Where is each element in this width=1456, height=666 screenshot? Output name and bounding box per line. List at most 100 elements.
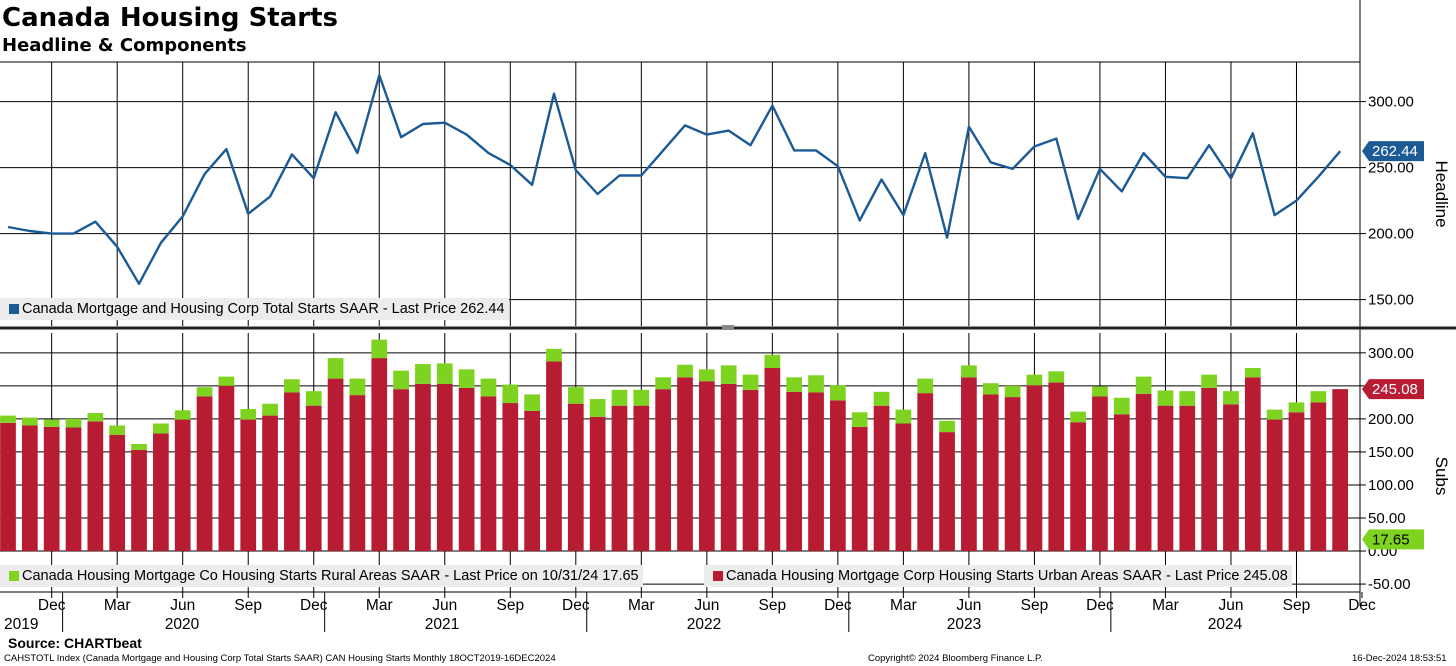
urban-bar [1179,405,1196,552]
rural-bar [1070,411,1086,423]
urban-legend-text: Canada Housing Mortgage Corp Housing Sta… [726,568,1288,584]
rural-last-price-tag-text: 17.65 [1372,531,1410,548]
headline-last-price-tag: 262.44 [1362,141,1424,162]
x-month-label: Dec [1086,597,1114,614]
headline-y-tick-label: 200.00 [1368,226,1414,243]
chart-title: Canada Housing Starts [2,3,339,33]
urban-bar [65,427,82,552]
urban-bar [1004,397,1021,552]
chart-subtitle: Headline & Components [2,35,247,56]
urban-bar [786,391,803,552]
urban-bar [677,377,693,552]
urban-bar [830,400,846,552]
subs-axis-title: Subs [1432,457,1451,496]
urban-legend: Canada Housing Mortgage Corp Housing Sta… [704,565,1292,587]
urban-bar [458,387,475,552]
headline-series-line [7,73,1342,285]
urban-bar [1332,389,1349,552]
headline-legend: Canada Mortgage and Housing Corp Total S… [0,298,509,320]
x-month-label: Dec [38,597,66,614]
rural-bar [1179,391,1196,406]
rural-bar [1092,386,1108,397]
urban-bar [546,361,562,552]
x-month-label: Sep [1021,597,1049,614]
x-year-label: 2021 [425,616,459,633]
rural-bar [655,377,672,390]
urban-bar [1310,402,1327,552]
urban-bar [174,419,191,552]
rural-bar [611,389,628,406]
rural-bar [1288,402,1305,413]
rural-bar [742,374,759,390]
rural-bar [1026,374,1043,386]
rural-bar [480,378,497,397]
urban-bar [939,432,955,552]
urban-last-price-tag-text: 245.08 [1372,381,1418,398]
subs-y-tick-label: 50.00 [1368,510,1406,527]
x-month-label: Mar [104,597,131,614]
urban-bar [393,389,409,552]
timestamp-footnote: 16-Dec-2024 18:53:51 [1352,653,1447,664]
rural-bar [1135,376,1152,394]
urban-bar [0,422,16,552]
urban-bar [327,378,344,552]
urban-bar [1026,385,1043,552]
urban-bar [371,358,388,552]
rural-bar [262,403,278,416]
x-year-label: 2023 [947,616,981,633]
urban-bar [611,405,628,552]
x-month-label: Sep [1283,597,1311,614]
rural-bar [764,354,781,369]
x-month-label: Jun [170,597,195,614]
urban-bar [196,396,213,552]
urban-bar [895,423,912,552]
subs-y-tick-label: 100.00 [1368,477,1414,494]
x-month-label: Dec [562,597,590,614]
urban-last-price-tag-shape [1362,379,1424,400]
rural-bar [87,412,104,422]
urban-bar [87,421,104,552]
subs-y-tick-label: -50.00 [1368,576,1411,593]
rural-bar [524,394,540,411]
rural-bar [720,365,737,384]
index-footnote: CAHSTOTL Index (Canada Mortgage and Hous… [4,653,556,664]
x-month-label: Jun [1218,597,1243,614]
rural-bar [786,377,803,392]
rural-last-price-tag-shape [1362,529,1424,550]
rural-bar [982,383,999,395]
urban-bar [1266,419,1283,552]
subs-y-tick-label: 200.00 [1368,411,1414,428]
headline-last-price-tag-text: 262.44 [1372,143,1418,160]
urban-last-price-tag: 245.08 [1362,379,1424,400]
rural-bar [415,364,431,384]
rural-bar [65,418,82,428]
x-month-label: Sep [234,597,262,614]
x-year-label: 2024 [1208,616,1243,633]
rural-last-price-tag: 17.65 [1362,529,1424,550]
rural-bar [873,391,890,406]
rural-bar [1048,371,1065,383]
headline-last-price-tag-shape [1362,141,1424,162]
rural-bar [305,391,322,406]
x-month-label: Mar [628,597,655,614]
urban-bar [21,425,38,552]
x-year-label: 2020 [165,616,200,633]
rural-bar [1157,390,1174,406]
rural-bar [677,364,693,378]
rural-bar [218,376,235,386]
x-month-label: Dec [824,597,852,614]
rural-bar [1004,385,1021,398]
rural-bar [546,348,562,362]
x-month-label: Mar [1152,597,1179,614]
rural-bar [196,387,213,397]
headline-axis-title: Headline [1432,160,1451,227]
rural-bar [939,420,955,433]
panel-divider-handle [722,325,734,330]
rural-bar [1113,397,1130,415]
headline-y-tick-label: 300.00 [1368,94,1414,111]
urban-bar [524,410,540,552]
urban-bar [655,389,672,552]
urban-bar [1113,414,1130,552]
x-year-label: 2019 [4,616,38,633]
rural-bar [567,387,584,404]
